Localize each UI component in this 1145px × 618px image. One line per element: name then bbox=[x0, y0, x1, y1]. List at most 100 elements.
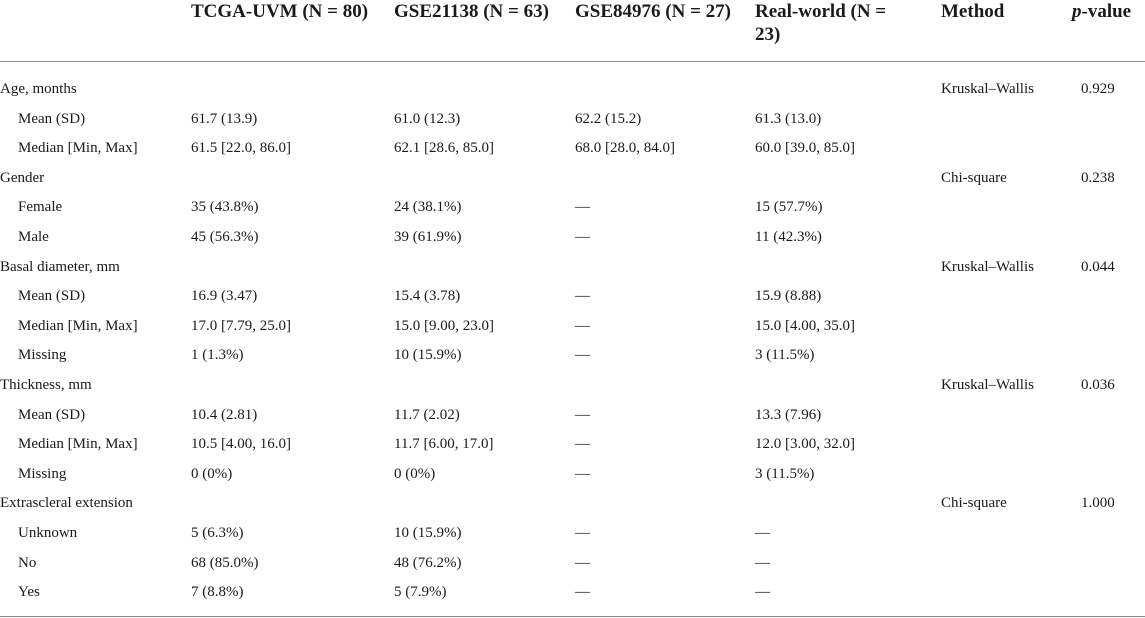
group-label: Basal diameter, mm bbox=[0, 258, 120, 275]
cell-tcga-uvm: 1 (1.3%) bbox=[191, 347, 244, 364]
table-row: Missing 0 (0%) 0 (0%) — 3 (11.5%) bbox=[0, 464, 1145, 494]
cell-real-world: — bbox=[755, 525, 770, 541]
cell-method: Chi-square bbox=[941, 169, 1007, 186]
cell-gse21138: 48 (76.2%) bbox=[394, 554, 462, 571]
header-p-suffix: -value bbox=[1081, 1, 1132, 22]
header-rule bbox=[0, 61, 1145, 62]
cell-real-world: — bbox=[755, 584, 770, 601]
cell-p-value: 0.929 bbox=[1081, 81, 1115, 97]
cell-method: Chi-square bbox=[941, 495, 1007, 512]
cell-p-value: 0.238 bbox=[1081, 169, 1115, 186]
cell-real-world: 15 (57.7%) bbox=[755, 199, 823, 216]
cell-tcga-uvm: 45 (56.3%) bbox=[191, 229, 259, 245]
row-label: Mean (SD) bbox=[18, 406, 86, 423]
table-row: Median [Min, Max] 17.0 [7.79, 25.0] 15.0 [… bbox=[0, 316, 1145, 346]
cell-tcga-uvm: 17.0 [7.79, 25.0] bbox=[191, 317, 291, 334]
table-row: Basal diameter, mm Kruskal–Wallis 0.044 bbox=[0, 257, 1145, 287]
cell-tcga-uvm: 61.7 (13.9) bbox=[191, 110, 258, 127]
cell-tcga-uvm: 61.5 [22.0, 86.0] bbox=[191, 140, 291, 157]
table-row: Female 35 (43.8%) 24 (38.1%) — 15 (57.7%) bbox=[0, 197, 1145, 227]
row-label: Yes bbox=[18, 584, 40, 601]
row-label: Unknown bbox=[18, 525, 78, 541]
row-label: Mean (SD) bbox=[18, 288, 86, 305]
cell-gse84976: — bbox=[575, 288, 590, 305]
cell-method: Kruskal–Wallis bbox=[941, 377, 1034, 393]
bottom-rule bbox=[0, 616, 1145, 617]
group-label: Gender bbox=[0, 169, 45, 186]
header-gse84976: GSE84976 (N = 27) bbox=[575, 1, 731, 22]
table-row: Yes 7 (8.8%) 5 (7.9%) — — bbox=[0, 582, 1145, 612]
table-row: Median [Min, Max] 10.5 [4.00, 16.0] 11.7 [… bbox=[0, 434, 1145, 464]
cell-method: Kruskal–Wallis bbox=[941, 258, 1034, 275]
cell-gse84976: — bbox=[575, 317, 590, 334]
cell-gse84976: — bbox=[575, 406, 590, 423]
cell-tcga-uvm: 35 (43.8%) bbox=[191, 199, 259, 216]
cell-tcga-uvm: 5 (6.3%) bbox=[191, 525, 244, 541]
table-row: Mean (SD) 61.7 (13.9) 61.0 (12.3) 62.2 (15.… bbox=[0, 109, 1145, 139]
group-label: Age, months bbox=[0, 81, 77, 97]
cell-real-world: 12.0 [3.00, 32.0] bbox=[755, 436, 855, 453]
row-label: Median [Min, Max] bbox=[18, 317, 138, 334]
cell-tcga-uvm: 16.9 (3.47) bbox=[191, 288, 258, 305]
header-gse21138: GSE21138 (N = 63) bbox=[394, 1, 549, 22]
cell-gse21138: 39 (61.9%) bbox=[394, 229, 462, 245]
table-row: Extrascleral extension Chi-square 1.000 bbox=[0, 493, 1145, 523]
cell-gse84976: — bbox=[575, 199, 590, 216]
table-row: Mean (SD) 16.9 (3.47) 15.4 (3.78) — 15.9 (8.… bbox=[0, 286, 1145, 316]
cell-tcga-uvm: 68 (85.0%) bbox=[191, 554, 259, 571]
cell-gse21138: 11.7 [6.00, 17.0] bbox=[394, 436, 494, 453]
row-label: Missing bbox=[18, 465, 67, 482]
header-p-italic: p bbox=[1072, 1, 1082, 22]
cell-gse84976: — bbox=[575, 525, 590, 541]
cell-gse84976: — bbox=[575, 347, 590, 364]
table-row: Unknown 5 (6.3%) 10 (15.9%) — — bbox=[0, 523, 1145, 553]
table-row: Missing 1 (1.3%) 10 (15.9%) — 3 (11.5%) bbox=[0, 345, 1145, 375]
cell-gse84976: 62.2 (15.2) bbox=[575, 110, 642, 127]
cell-gse84976: — bbox=[575, 465, 590, 482]
cell-tcga-uvm: 10.4 (2.81) bbox=[191, 406, 258, 423]
row-label: Median [Min, Max] bbox=[18, 436, 138, 453]
cell-gse21138: 10 (15.9%) bbox=[394, 525, 462, 541]
cell-gse21138: 15.0 [9.00, 23.0] bbox=[394, 317, 494, 334]
table-row: Male 45 (56.3%) 39 (61.9%) — 11 (42.3%) bbox=[0, 227, 1145, 257]
cell-gse84976: — bbox=[575, 436, 590, 453]
cell-p-value: 1.000 bbox=[1081, 495, 1115, 512]
row-label: Median [Min, Max] bbox=[18, 140, 138, 157]
cell-tcga-uvm: 10.5 [4.00, 16.0] bbox=[191, 436, 291, 453]
cell-gse21138: 15.4 (3.78) bbox=[394, 288, 461, 305]
cell-gse21138: 0 (0%) bbox=[394, 465, 436, 482]
row-label: Mean (SD) bbox=[18, 110, 86, 127]
cell-real-world: 15.9 (8.88) bbox=[755, 288, 822, 305]
table-row: No 68 (85.0%) 48 (76.2%) — — bbox=[0, 553, 1145, 583]
row-label: Male bbox=[18, 229, 49, 245]
cell-gse21138: 62.1 [28.6, 85.0] bbox=[394, 140, 494, 157]
header-method: Method bbox=[941, 1, 1005, 22]
cell-gse21138: 61.0 (12.3) bbox=[394, 110, 461, 127]
table-row: Mean (SD) 10.4 (2.81) 11.7 (2.02) — 13.3 (7.… bbox=[0, 405, 1145, 435]
table-row: Gender Chi-square 0.238 bbox=[0, 168, 1145, 198]
table-row: Thickness, mm Kruskal–Wallis 0.036 bbox=[0, 375, 1145, 405]
header-real-world: Real-world (N = 23) bbox=[755, 1, 887, 45]
cell-gse84976: — bbox=[575, 584, 590, 601]
cell-p-value: 0.044 bbox=[1081, 258, 1115, 275]
cell-real-world: 3 (11.5%) bbox=[755, 465, 815, 482]
row-label: Missing bbox=[18, 347, 67, 364]
cell-real-world: 13.3 (7.96) bbox=[755, 406, 822, 423]
cell-gse21138: 24 (38.1%) bbox=[394, 199, 462, 216]
table-row: Age, months Kruskal–Wallis 0.929 bbox=[0, 79, 1145, 109]
cell-real-world: 61.3 (13.0) bbox=[755, 110, 822, 127]
header-tcga-uvm: TCGA-UVM (N = 80) bbox=[191, 1, 369, 22]
cell-gse84976: — bbox=[575, 554, 590, 571]
cell-gse21138: 10 (15.9%) bbox=[394, 347, 462, 364]
row-label: No bbox=[18, 554, 37, 571]
cell-gse84976: 68.0 [28.0, 84.0] bbox=[575, 140, 675, 157]
cell-p-value: 0.036 bbox=[1081, 377, 1115, 393]
cell-gse21138: 11.7 (2.02) bbox=[394, 406, 460, 423]
group-label: Extrascleral extension bbox=[0, 495, 133, 512]
cell-real-world: 3 (11.5%) bbox=[755, 347, 815, 364]
row-label: Female bbox=[18, 199, 63, 216]
cell-method: Kruskal–Wallis bbox=[941, 81, 1034, 97]
cell-real-world: — bbox=[755, 554, 770, 571]
cell-tcga-uvm: 7 (8.8%) bbox=[191, 584, 244, 601]
cell-real-world: 15.0 [4.00, 35.0] bbox=[755, 317, 855, 334]
